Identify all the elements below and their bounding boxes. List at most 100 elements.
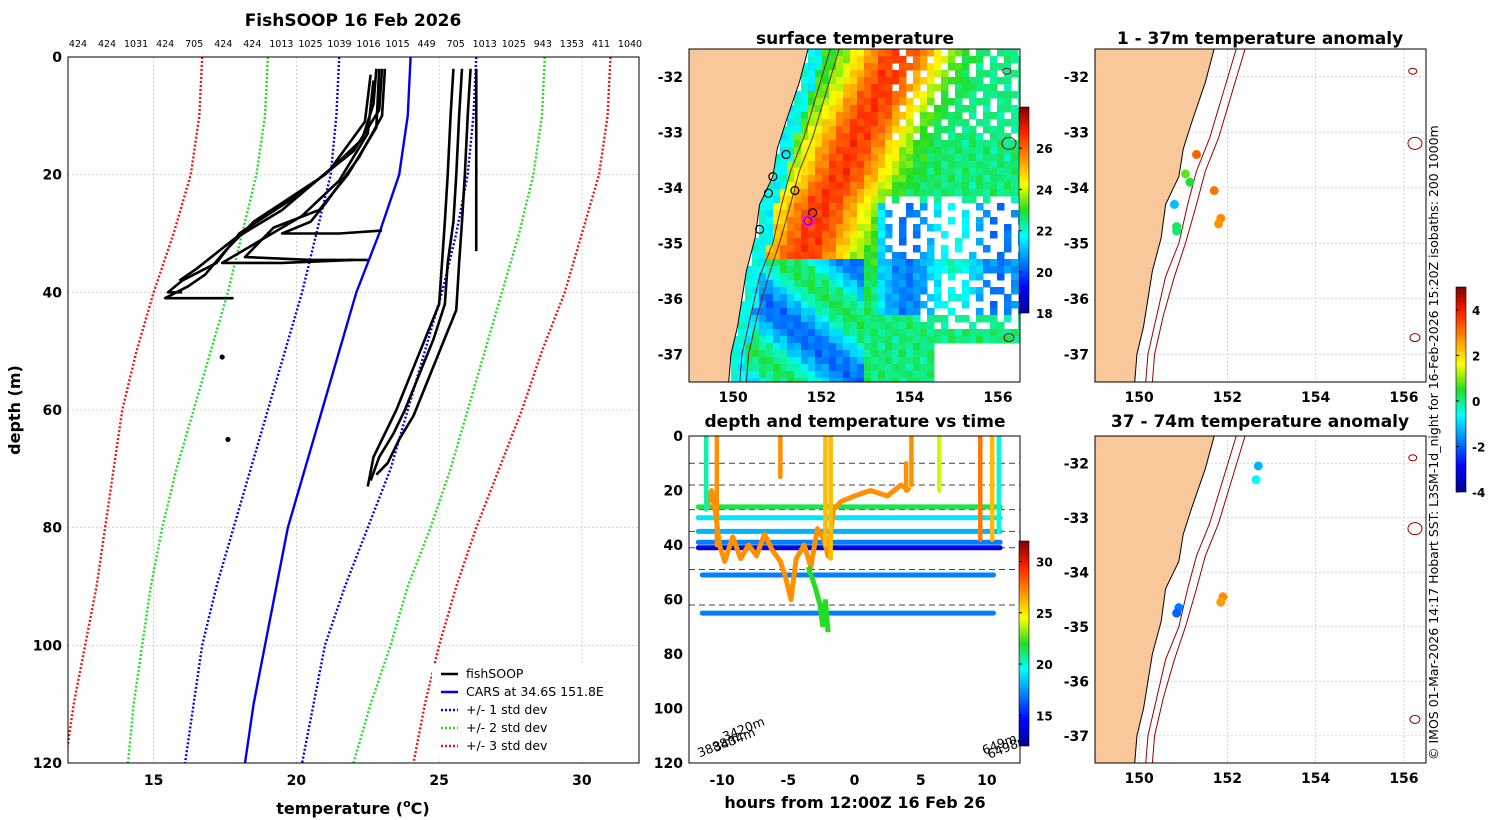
sst-cell [962, 84, 970, 92]
sst-cell [920, 266, 928, 274]
sst-cell [962, 182, 970, 190]
sst-cell [990, 287, 998, 295]
sst-cell [857, 308, 865, 316]
sst-cell [913, 259, 921, 267]
sst-cell [780, 371, 788, 379]
sst-cell [906, 84, 914, 92]
sst-cell [878, 49, 886, 57]
sst-cell [941, 140, 949, 148]
sst-cell [892, 336, 900, 344]
sst-cell [962, 301, 970, 309]
sst-cell [976, 259, 984, 267]
anomaly-cb-label--2: -2 [1472, 440, 1485, 454]
sst-cell [885, 189, 893, 197]
sst-cell [801, 371, 809, 379]
sst-cell [808, 56, 816, 64]
sst-cell [941, 77, 949, 85]
sst-field [731, 49, 1020, 382]
sst-cell [1011, 49, 1019, 57]
sst-cell [787, 301, 795, 309]
sst-cell [822, 168, 830, 176]
surface-stations [755, 149, 818, 234]
sst-cell [864, 378, 872, 382]
sst-cell [829, 371, 837, 379]
sst-cell [815, 231, 823, 239]
sst-cell [920, 63, 928, 71]
xtick-156: 156 [1389, 771, 1418, 787]
sst-cell [899, 329, 907, 337]
sst-cell [864, 210, 872, 218]
sst-cell [808, 49, 816, 57]
sst-cell [955, 105, 963, 113]
sst-cell [850, 350, 858, 358]
sst-cell [836, 301, 844, 309]
sst-cell [913, 350, 921, 358]
sst-cell [780, 161, 788, 169]
sst-cell [801, 98, 809, 106]
sst-cell [759, 217, 767, 225]
sst-cell [773, 259, 781, 267]
sst-cell [878, 301, 886, 309]
sst-cell [857, 231, 865, 239]
sst-cell [731, 357, 739, 365]
station-5 [755, 224, 765, 234]
sst-cell [990, 70, 998, 78]
sst-cell [759, 245, 767, 253]
sst-cell [1011, 266, 1019, 274]
sst-cell [794, 315, 802, 323]
sst-cell [976, 168, 984, 176]
sst-cell [878, 329, 886, 337]
sst-cell [843, 154, 851, 162]
sst-cell [864, 245, 872, 253]
sst-cell [892, 91, 900, 99]
sst-cell [773, 231, 781, 239]
sst-cell [864, 133, 872, 141]
sst-cell [997, 154, 1005, 162]
sst-cell [794, 294, 802, 302]
sst-cell [892, 126, 900, 134]
sst-cell [843, 98, 851, 106]
sst-cell [962, 189, 970, 197]
sst-cell [906, 119, 914, 127]
sst-cell [892, 378, 900, 382]
sst-cell [885, 84, 893, 92]
line--3-std-dev [68, 57, 204, 752]
sst-cell [983, 140, 991, 148]
surface-ticks: 150 152 154 156-32-33-34-35-36-37 [658, 70, 1013, 406]
sst-cell [857, 350, 865, 358]
sst-cell [787, 252, 795, 260]
sst-cell [1004, 224, 1012, 232]
sst-cell [878, 217, 886, 225]
sst-cell [878, 294, 886, 302]
sst-cell [808, 98, 816, 106]
sst-cell [920, 252, 928, 260]
sst-cell [934, 224, 942, 232]
sst-cell [990, 231, 998, 239]
sst-cell [745, 315, 753, 323]
sst-cell [780, 350, 788, 358]
line--1-std-dev [183, 57, 341, 763]
sst-cell [871, 266, 879, 274]
sst-cell [878, 126, 886, 134]
sst-cell [815, 196, 823, 204]
sst-cell [997, 168, 1005, 176]
sst-cell [892, 140, 900, 148]
sst-cell [759, 336, 767, 344]
sst-cell [815, 161, 823, 169]
sst-cell [948, 329, 956, 337]
ytick--35: -35 [658, 236, 683, 252]
sst-cell [948, 287, 956, 295]
sst-cell [948, 98, 956, 106]
sst-cell [738, 308, 746, 316]
sst-cell [962, 175, 970, 183]
sst-cell [997, 126, 1005, 134]
xtick--5: -5 [781, 773, 797, 789]
sst-cell [850, 329, 858, 337]
sst-cell [878, 161, 886, 169]
sst-cell [871, 308, 879, 316]
sst-cell [857, 154, 865, 162]
land [1095, 436, 1215, 763]
sst-cell [836, 245, 844, 253]
sst-cell [829, 364, 837, 372]
sst-cell [892, 105, 900, 113]
